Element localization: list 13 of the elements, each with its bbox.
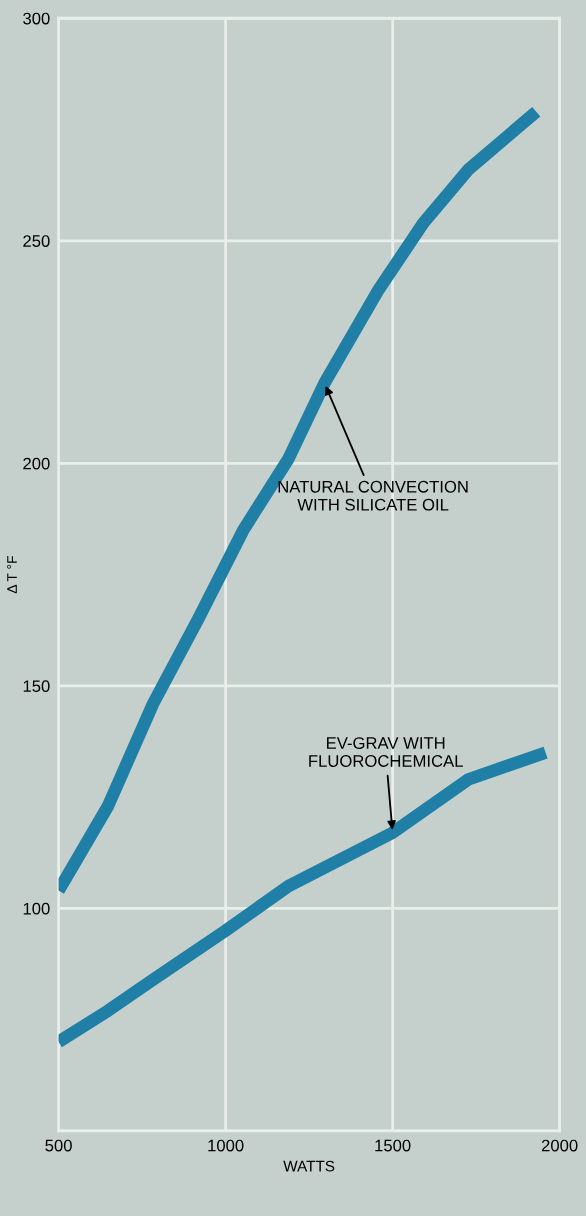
y-tick-label: 150 [23, 680, 50, 693]
y-tick-label: 300 [23, 12, 50, 25]
x-tick-label: 2000 [541, 1139, 578, 1152]
y-tick-label: 100 [23, 902, 50, 915]
annotation: EV-GRAV WITH FLUOROCHEMICAL [309, 737, 463, 767]
x-axis-title: WATTS [283, 1160, 335, 1172]
y-axis-title: Δ T °F [7, 555, 17, 594]
y-tick-label: 200 [23, 457, 50, 470]
y-tick-label: 250 [23, 235, 50, 247]
x-tick-label: 1500 [375, 1139, 411, 1152]
x-tick-label: 1000 [208, 1139, 244, 1152]
annotation: NATURAL CONVECTION WITH SILICATE OIL [278, 480, 468, 511]
x-tick-label: 500 [45, 1139, 72, 1152]
